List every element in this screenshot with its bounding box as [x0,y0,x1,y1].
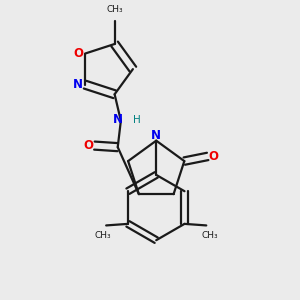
Text: O: O [209,150,219,163]
Text: CH₃: CH₃ [94,231,111,240]
Text: N: N [151,129,161,142]
Text: N: N [73,78,83,91]
Text: CH₃: CH₃ [202,231,218,240]
Text: O: O [83,139,93,152]
Text: H: H [133,115,141,125]
Text: N: N [112,113,122,126]
Text: O: O [73,47,83,60]
Text: CH₃: CH₃ [106,5,123,14]
